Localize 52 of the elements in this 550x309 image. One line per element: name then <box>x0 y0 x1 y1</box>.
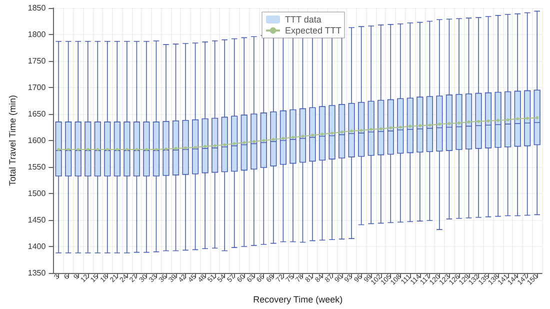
point <box>467 120 470 124</box>
point <box>506 118 510 122</box>
point <box>516 117 520 120</box>
point <box>536 116 539 120</box>
y-axis-title: Total Travel Time (min) <box>8 94 18 186</box>
point <box>154 148 158 152</box>
point <box>204 144 207 148</box>
point <box>486 119 490 122</box>
y-tick-label: 1450 <box>28 216 46 224</box>
y-tick-label: 1700 <box>28 83 46 92</box>
point <box>311 134 314 137</box>
y-tick-label: 1800 <box>28 30 46 39</box>
y-tick-label: 1600 <box>28 136 46 145</box>
x-axis-title: Recovery Time (week) <box>253 294 343 304</box>
point <box>57 148 60 152</box>
point <box>438 122 441 126</box>
y-tick-label: 1650 <box>28 110 46 118</box>
point <box>223 143 226 146</box>
point <box>477 120 480 123</box>
y-tick-label: 1500 <box>28 189 46 198</box>
point <box>174 146 178 150</box>
point <box>360 128 363 132</box>
point <box>340 130 344 134</box>
point <box>330 132 334 135</box>
point <box>448 122 451 126</box>
point <box>496 118 500 122</box>
point <box>301 134 304 138</box>
point <box>252 140 256 144</box>
point <box>272 138 275 141</box>
point <box>282 136 285 140</box>
y-tick-label: 1350 <box>28 268 46 278</box>
point <box>389 126 392 130</box>
point <box>370 128 373 131</box>
y-tick-label: 1550 <box>28 162 46 172</box>
point <box>242 141 246 144</box>
y-tick-label: 1850 <box>28 4 46 12</box>
point <box>418 124 422 128</box>
legend-label: TTT data <box>285 14 322 24</box>
point <box>262 139 266 142</box>
point <box>194 146 197 149</box>
point <box>379 127 382 130</box>
point <box>213 144 216 148</box>
y-tick-label: 1400 <box>28 242 46 251</box>
y-tick-label: 1750 <box>28 56 46 66</box>
point <box>398 126 402 129</box>
point <box>320 132 324 136</box>
point <box>428 124 432 127</box>
legend-label: Expected TTT <box>285 26 342 36</box>
point <box>291 136 294 139</box>
point <box>184 146 188 150</box>
point <box>408 124 412 128</box>
point <box>232 142 236 146</box>
